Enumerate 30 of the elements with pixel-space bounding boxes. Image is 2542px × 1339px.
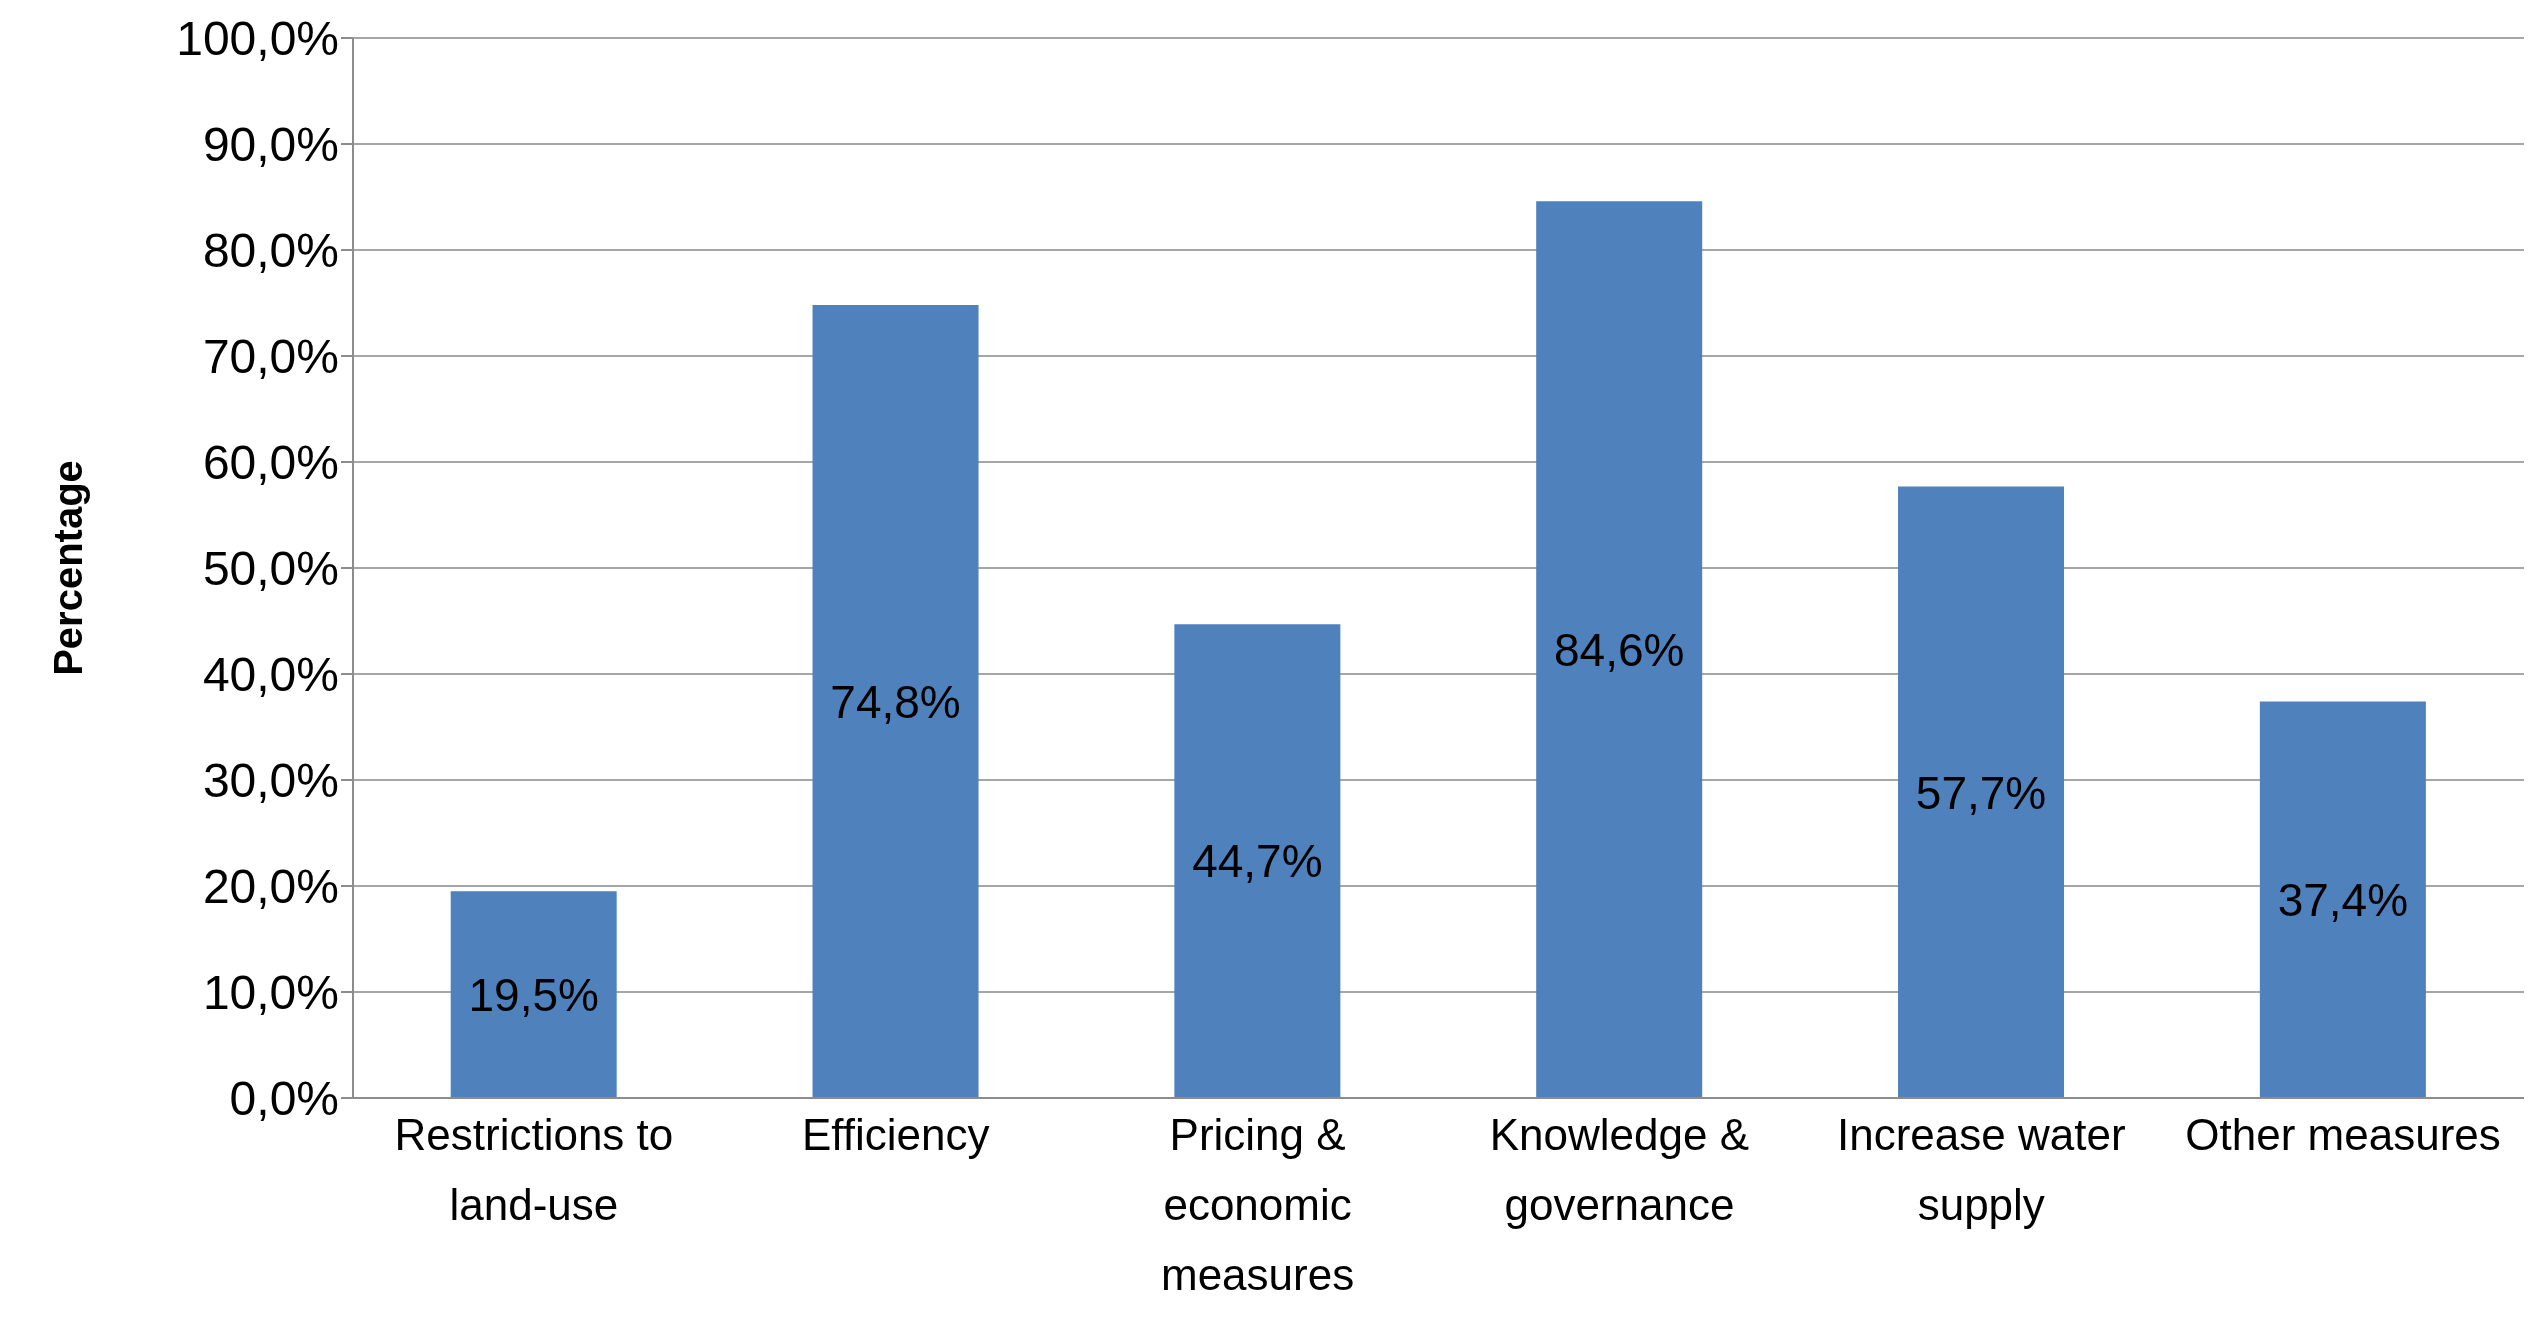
bar [1174, 624, 1341, 1098]
y-tick-label: 0,0% [229, 1072, 339, 1126]
y-tick-label: 80,0% [202, 224, 339, 278]
bar [2259, 701, 2426, 1098]
bar [1898, 486, 2065, 1098]
y-tick-label: 10,0% [202, 966, 339, 1020]
data-label: 44,7% [1192, 835, 1323, 888]
x-tick-label: Efficiency [802, 1110, 990, 1159]
y-tick-label: 30,0% [202, 754, 339, 808]
y-tick-label: 60,0% [202, 436, 339, 490]
y-tick-label: 100,0% [176, 12, 339, 66]
y-tick-label: 50,0% [202, 542, 339, 596]
y-tick-label: 40,0% [202, 648, 339, 702]
bar [812, 305, 979, 1098]
data-label: 37,4% [2277, 874, 2409, 927]
data-label: 19,5% [468, 968, 599, 1021]
data-label: 57,7% [1915, 766, 2047, 819]
y-axis-title: Percentage [46, 460, 91, 676]
x-tick-label: Other measures [2185, 1110, 2501, 1159]
bar [1536, 201, 1703, 1098]
x-tick-label: Pricing & economic measures [1160, 1110, 1355, 1299]
data-label: 84,6% [1553, 623, 1685, 676]
bar [450, 891, 617, 1098]
x-tick-label: Increase water supply [1836, 1110, 2126, 1229]
data-label: 74,8% [830, 675, 961, 728]
y-tick-label: 70,0% [202, 330, 339, 384]
x-tick-label: Knowledge & governance [1489, 1110, 1750, 1229]
x-tick-label: Restrictions to land-use [394, 1110, 674, 1229]
y-tick-label: 20,0% [202, 860, 339, 914]
y-tick-label: 90,0% [202, 118, 339, 172]
